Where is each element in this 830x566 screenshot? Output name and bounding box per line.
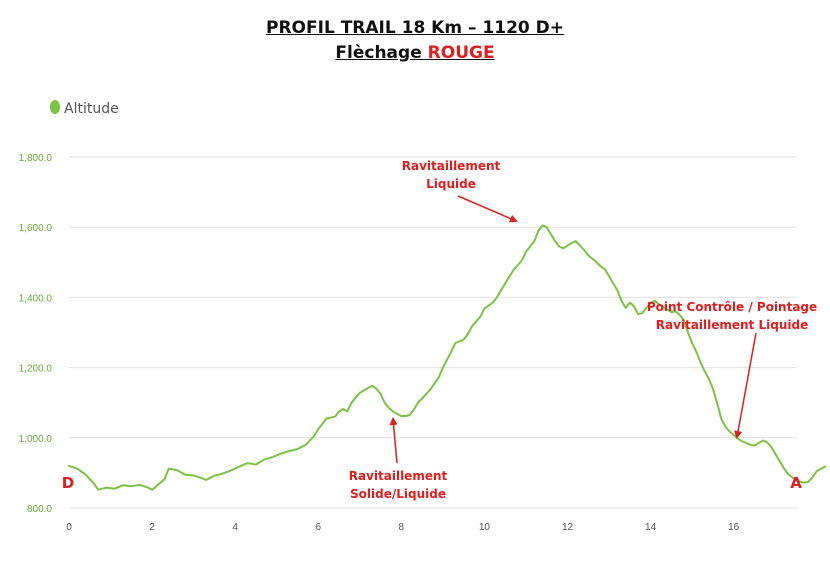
series-line-altitude	[68, 224, 827, 491]
grid-layer	[69, 156, 797, 509]
y-tick-label: 1,200.0	[19, 364, 53, 375]
x-tick-label: 4	[232, 522, 238, 533]
axis-layer: 800.0 1,000.0 1,200.0 1,400.0 1,600.0 1,800.0…	[19, 153, 740, 533]
annotation-label: Ravitaillement	[402, 159, 501, 173]
annotation-label: Ravitaillement	[349, 469, 448, 483]
x-tick-label: 12	[562, 522, 574, 533]
chart-title-block: PROFIL TRAIL 18 Km – 1120 D+ Flèchage RO…	[0, 16, 830, 66]
y-tick-label: 1,800.0	[19, 153, 53, 164]
annotation-arrow	[457, 195, 518, 223]
annotation-label: Solide/Liquide	[350, 487, 446, 501]
annotation-arrow	[734, 332, 757, 439]
legend-label: Altitude	[64, 101, 119, 117]
annotation-label: Point Contrôle / Pointage	[647, 300, 817, 314]
x-tick-label: 10	[479, 522, 491, 533]
chart-title: PROFIL TRAIL 18 Km – 1120 D+	[266, 18, 564, 38]
endpoint-label-start: D	[62, 474, 74, 492]
legend-marker	[50, 100, 60, 114]
subtitle-prefix: Flèchage	[335, 43, 428, 63]
endpoint-label-end: A	[790, 474, 802, 492]
legend-layer: Altitude	[50, 100, 119, 117]
x-tick-label: 8	[399, 522, 405, 533]
y-tick-label: 800.0	[27, 504, 52, 515]
chart-subtitle: Flèchage ROUGE	[0, 41, 830, 66]
y-tick-label: 1,600.0	[19, 223, 53, 234]
y-tick-label: 1,000.0	[19, 434, 53, 445]
x-tick-label: 0	[66, 522, 72, 533]
x-tick-label: 6	[315, 522, 321, 533]
x-tick-label: 2	[149, 522, 155, 533]
x-tick-label: 16	[728, 522, 740, 533]
annotation-layer: Ravitaillement Liquide Ravitaillement Solid…	[62, 159, 817, 501]
x-tick-label: 14	[645, 522, 657, 533]
annotation-arrow	[389, 417, 398, 464]
subtitle-accent: ROUGE	[427, 43, 495, 63]
annotation-label: Ravitaillement Liquide	[656, 318, 808, 332]
annotation-label: Liquide	[426, 177, 476, 191]
y-tick-label: 1,400.0	[19, 293, 53, 304]
series-layer	[68, 224, 827, 491]
